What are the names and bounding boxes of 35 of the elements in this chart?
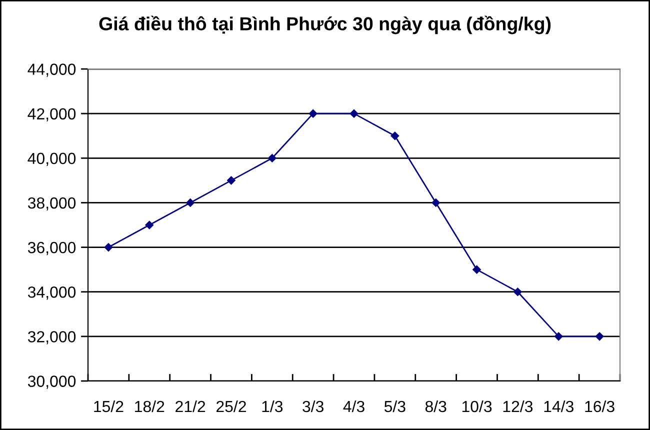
point bbox=[144, 220, 154, 230]
x-tick-label: 12/3 bbox=[503, 400, 533, 412]
x-tick-label: 5/3 bbox=[384, 400, 406, 412]
x-tick-label: 21/2 bbox=[176, 400, 206, 412]
x-tick-label: 18/2 bbox=[135, 400, 164, 412]
y-tick-label: 40,000 bbox=[28, 152, 76, 166]
chart-title: Giá điều thô tại Bình Phước 30 ngày qua (đồng/kg) bbox=[99, 16, 551, 34]
point bbox=[554, 332, 564, 341]
point bbox=[472, 265, 482, 274]
point bbox=[268, 154, 277, 163]
x-tick-label: 16/3 bbox=[585, 400, 614, 412]
x-tick-label: 15/2 bbox=[94, 400, 124, 412]
point bbox=[513, 287, 522, 296]
y-tick-label: 38,000 bbox=[28, 197, 76, 211]
x-tick-label: 25/2 bbox=[216, 400, 246, 412]
x-tick-label: 10/3 bbox=[462, 400, 492, 412]
x-tick-label: 3/3 bbox=[302, 400, 324, 412]
x-tick-label: 8/3 bbox=[425, 400, 446, 412]
point bbox=[390, 131, 400, 140]
x-tick-label: 1/3 bbox=[262, 400, 283, 412]
point bbox=[350, 109, 358, 118]
y-tick-label: 30,000 bbox=[28, 376, 76, 389]
point bbox=[104, 242, 113, 252]
point bbox=[308, 109, 318, 118]
point bbox=[186, 198, 195, 208]
x-tick-label: 14/3 bbox=[544, 400, 574, 412]
y-tick-label: 34,000 bbox=[28, 286, 76, 300]
point bbox=[226, 176, 236, 185]
y-tick-label: 32,000 bbox=[28, 331, 76, 344]
y-tick-label: 42,000 bbox=[28, 108, 76, 122]
x-tick-label: 4/3 bbox=[343, 400, 364, 412]
y-tick-label: 44,000 bbox=[28, 64, 76, 77]
y-tick-label: 36,000 bbox=[28, 242, 76, 256]
point bbox=[595, 332, 604, 341]
point bbox=[431, 198, 440, 208]
